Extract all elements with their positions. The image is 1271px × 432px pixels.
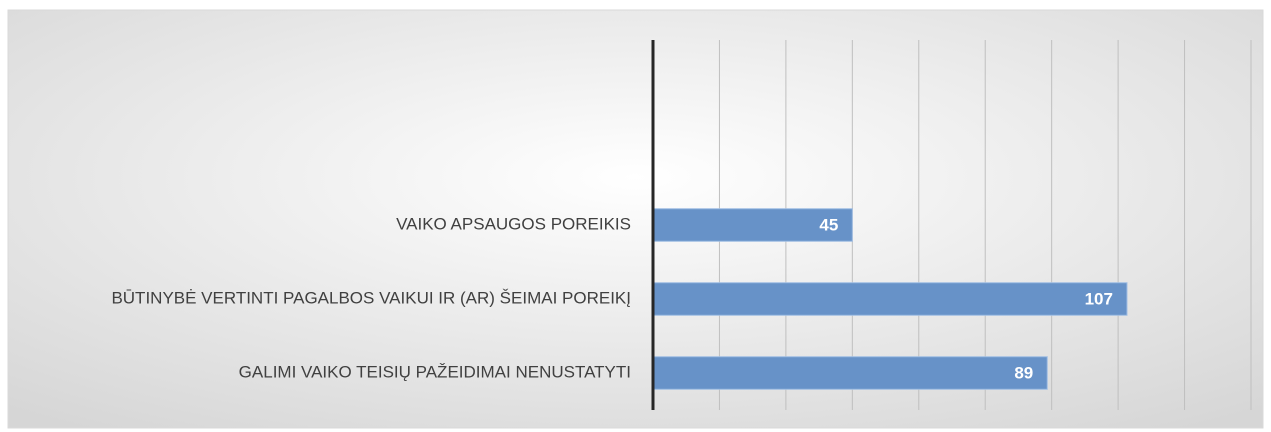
y-tick-label: GALIMI VAIKO TEISIŲ PAŽEIDIMAI NENUSTATY… <box>239 362 631 381</box>
chart-background <box>7 9 1264 429</box>
value-label: 45 <box>819 215 838 234</box>
value-label: 89 <box>1014 363 1033 382</box>
bar <box>652 356 1048 390</box>
y-tick-label: BŪTINYBĖ VERTINTI PAGALBOS VAIKUI IR (AR… <box>111 288 631 307</box>
y-tick-label: VAIKO APSAUGOS POREIKIS <box>396 214 631 233</box>
bar <box>652 208 853 242</box>
value-label: 107 <box>1085 289 1113 308</box>
bar <box>652 282 1128 316</box>
